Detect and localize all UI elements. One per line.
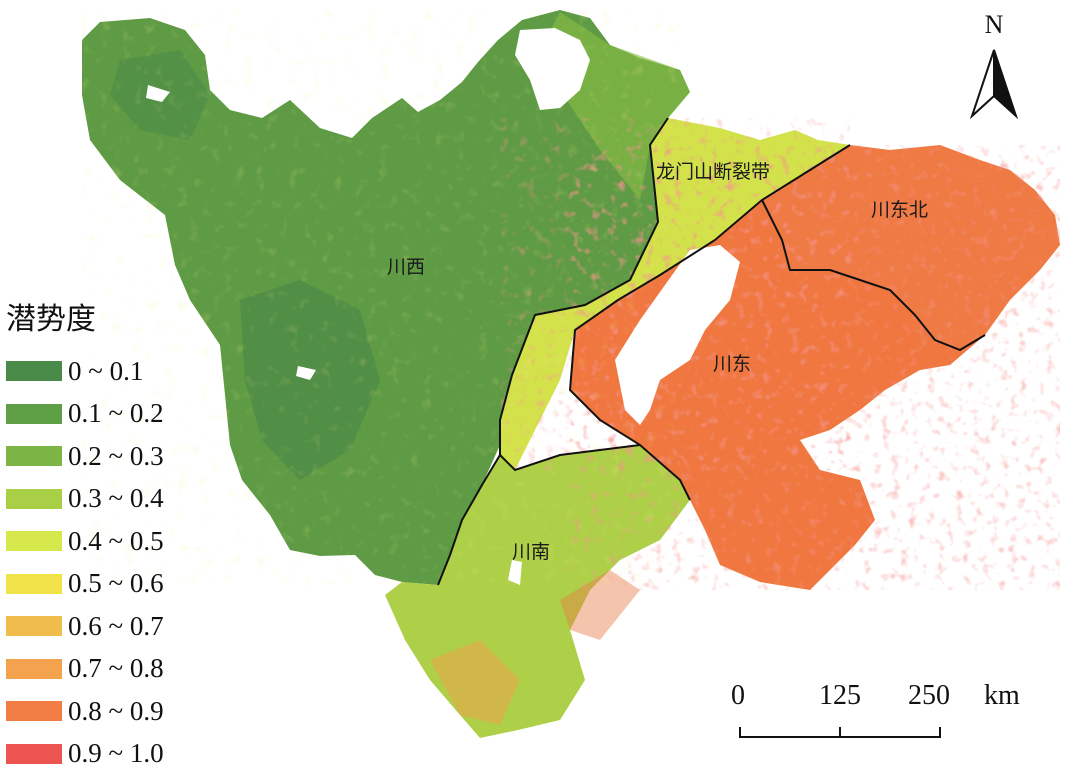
legend-swatch [6, 488, 62, 509]
no-data-patch [296, 366, 316, 380]
legend-item: 0.1 ~ 0.2 [6, 393, 246, 436]
legend-items: 0 ~ 0.1 0.1 ~ 0.2 0.2 ~ 0.3 0.3 ~ 0.4 0.4 ~ … [6, 350, 246, 775]
scale-tick-250: 250 [908, 680, 950, 711]
texture-west [82, 10, 680, 585]
region-label-chuandongbei: 川东北 [871, 199, 928, 221]
north-label: N [984, 10, 1004, 39]
legend-swatch [6, 531, 62, 552]
boundary-line [499, 444, 641, 472]
legend-swatch [6, 743, 62, 764]
legend-label: 0.5 ~ 0.6 [68, 568, 164, 599]
legend-swatch [6, 403, 62, 424]
scale-line [739, 727, 941, 738]
legend-item: 0.6 ~ 0.7 [6, 605, 246, 648]
no-data-patch [515, 28, 590, 110]
scale-bar: 0 125 250 km [720, 680, 1040, 740]
legend-swatch [6, 616, 62, 637]
legend-swatch [6, 658, 62, 679]
no-data-patch [146, 85, 170, 102]
legend: 潜势度 0 ~ 0.1 0.1 ~ 0.2 0.2 ~ 0.3 0.3 ~ 0.4 0.… [6, 300, 246, 775]
legend-item: 0 ~ 0.1 [6, 350, 246, 393]
legend-label: 0.8 ~ 0.9 [68, 695, 164, 726]
legend-label: 0 ~ 0.1 [68, 355, 144, 386]
legend-item: 0.7 ~ 0.8 [6, 648, 246, 691]
legend-item: 0.3 ~ 0.4 [6, 478, 246, 521]
scale-unit: km [984, 680, 1020, 711]
legend-item: 0.8 ~ 0.9 [6, 690, 246, 733]
chuannan-warm-patch [430, 640, 520, 725]
region-label-chuanxi: 川西 [387, 256, 425, 278]
legend-label: 0.1 ~ 0.2 [68, 398, 164, 429]
region-label-longmenshan: 龙门山断裂带 [656, 161, 770, 183]
region-label-chuandong: 川东 [713, 353, 751, 375]
scale-tick-0: 0 [731, 680, 745, 711]
no-data-patch [508, 560, 522, 585]
legend-item: 0.5 ~ 0.6 [6, 563, 246, 606]
legend-label: 0.2 ~ 0.3 [68, 440, 164, 471]
legend-swatch [6, 446, 62, 467]
boundary-line [437, 117, 669, 586]
north-arrow-icon [969, 49, 1019, 120]
legend-swatch [6, 361, 62, 382]
legend-item: 0.9 ~ 1.0 [6, 733, 246, 776]
chuannan-warm-patch [560, 570, 640, 640]
scale-tick-125: 125 [819, 680, 861, 711]
legend-item: 0.2 ~ 0.3 [6, 435, 246, 478]
no-data-patch [615, 245, 740, 425]
legend-label: 0.9 ~ 1.0 [68, 738, 164, 769]
texture-longmenshan [500, 118, 850, 470]
boundary-line [761, 199, 986, 352]
legend-swatch [6, 573, 62, 594]
legend-label: 0.6 ~ 0.7 [68, 610, 164, 641]
legend-title: 潜势度 [6, 302, 96, 337]
legend-label: 0.3 ~ 0.4 [68, 483, 164, 514]
north-arrow: N [968, 10, 1020, 122]
legend-swatch [6, 701, 62, 722]
region-label-chuannan: 川南 [512, 541, 550, 563]
boundary-line [568, 144, 851, 501]
legend-label: 0.7 ~ 0.8 [68, 653, 164, 684]
legend-item: 0.4 ~ 0.5 [6, 520, 246, 563]
legend-label: 0.4 ~ 0.5 [68, 525, 164, 556]
